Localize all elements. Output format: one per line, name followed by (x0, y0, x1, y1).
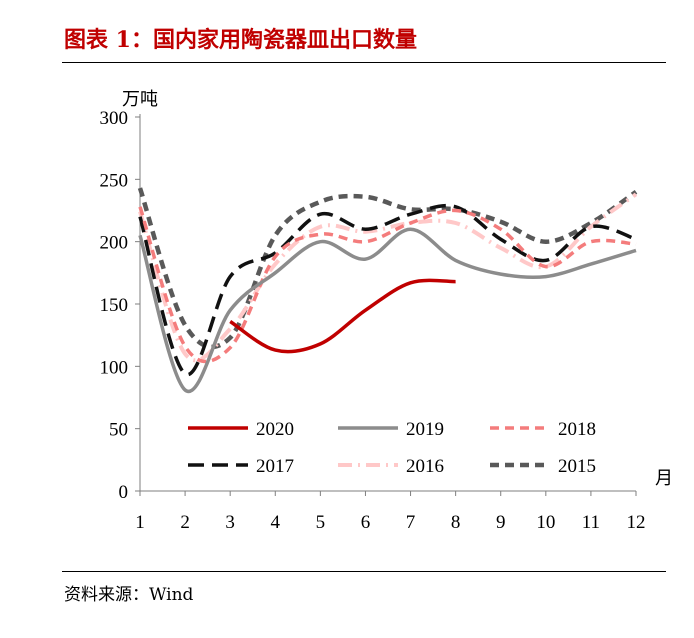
y-tick-label: 300 (100, 108, 129, 129)
y-tick-label: 200 (100, 233, 129, 254)
y-tick-label: 0 (119, 482, 129, 503)
legend: 2020 2019 2018 2017 2016 2015 (188, 419, 596, 477)
legend-label-2018: 2018 (558, 419, 596, 440)
legend-label-2015: 2015 (558, 456, 596, 477)
y-tick-label: 250 (100, 170, 129, 191)
bottom-rule (62, 571, 666, 572)
top-rule (62, 62, 666, 63)
legend-label-2017: 2017 (256, 456, 294, 477)
y-tick-label: 100 (100, 357, 129, 378)
series-line-2016 (138, 192, 638, 363)
legend-label-2016: 2016 (406, 456, 444, 477)
legend-label-2019: 2019 (406, 419, 444, 440)
chart-title: 图表 1：国内家用陶瓷器皿出口数量 (64, 27, 417, 53)
series-line-2019 (138, 227, 637, 394)
series-line-2015 (137, 187, 638, 350)
y-tick-label: 50 (109, 420, 128, 441)
source-note: 资料来源：Wind (64, 585, 194, 605)
y-axis-label: 万吨 (122, 89, 158, 109)
x-tick-label: 11 (582, 512, 600, 533)
x-tick-label: 6 (361, 512, 371, 533)
x-tick-label: 9 (496, 512, 506, 533)
x-tick-label: 3 (225, 512, 235, 533)
x-tick-label: 12 (627, 512, 646, 533)
x-tick-label: 2 (180, 512, 190, 533)
x-tick-label: 4 (271, 512, 281, 533)
y-tick-label: 150 (100, 295, 129, 316)
legend-label-2020: 2020 (256, 419, 294, 440)
series-line-2017 (138, 203, 637, 377)
series-lines (137, 187, 638, 394)
x-tick-label: 1 (135, 512, 145, 533)
x-tick-label: 10 (536, 512, 555, 533)
x-tick-label: 7 (406, 512, 416, 533)
x-axis-label: 月 (655, 468, 673, 488)
series-line-2018 (138, 206, 637, 364)
x-tick-label: 5 (316, 512, 326, 533)
x-tick-label: 8 (451, 512, 461, 533)
series-line-2020 (229, 278, 456, 354)
